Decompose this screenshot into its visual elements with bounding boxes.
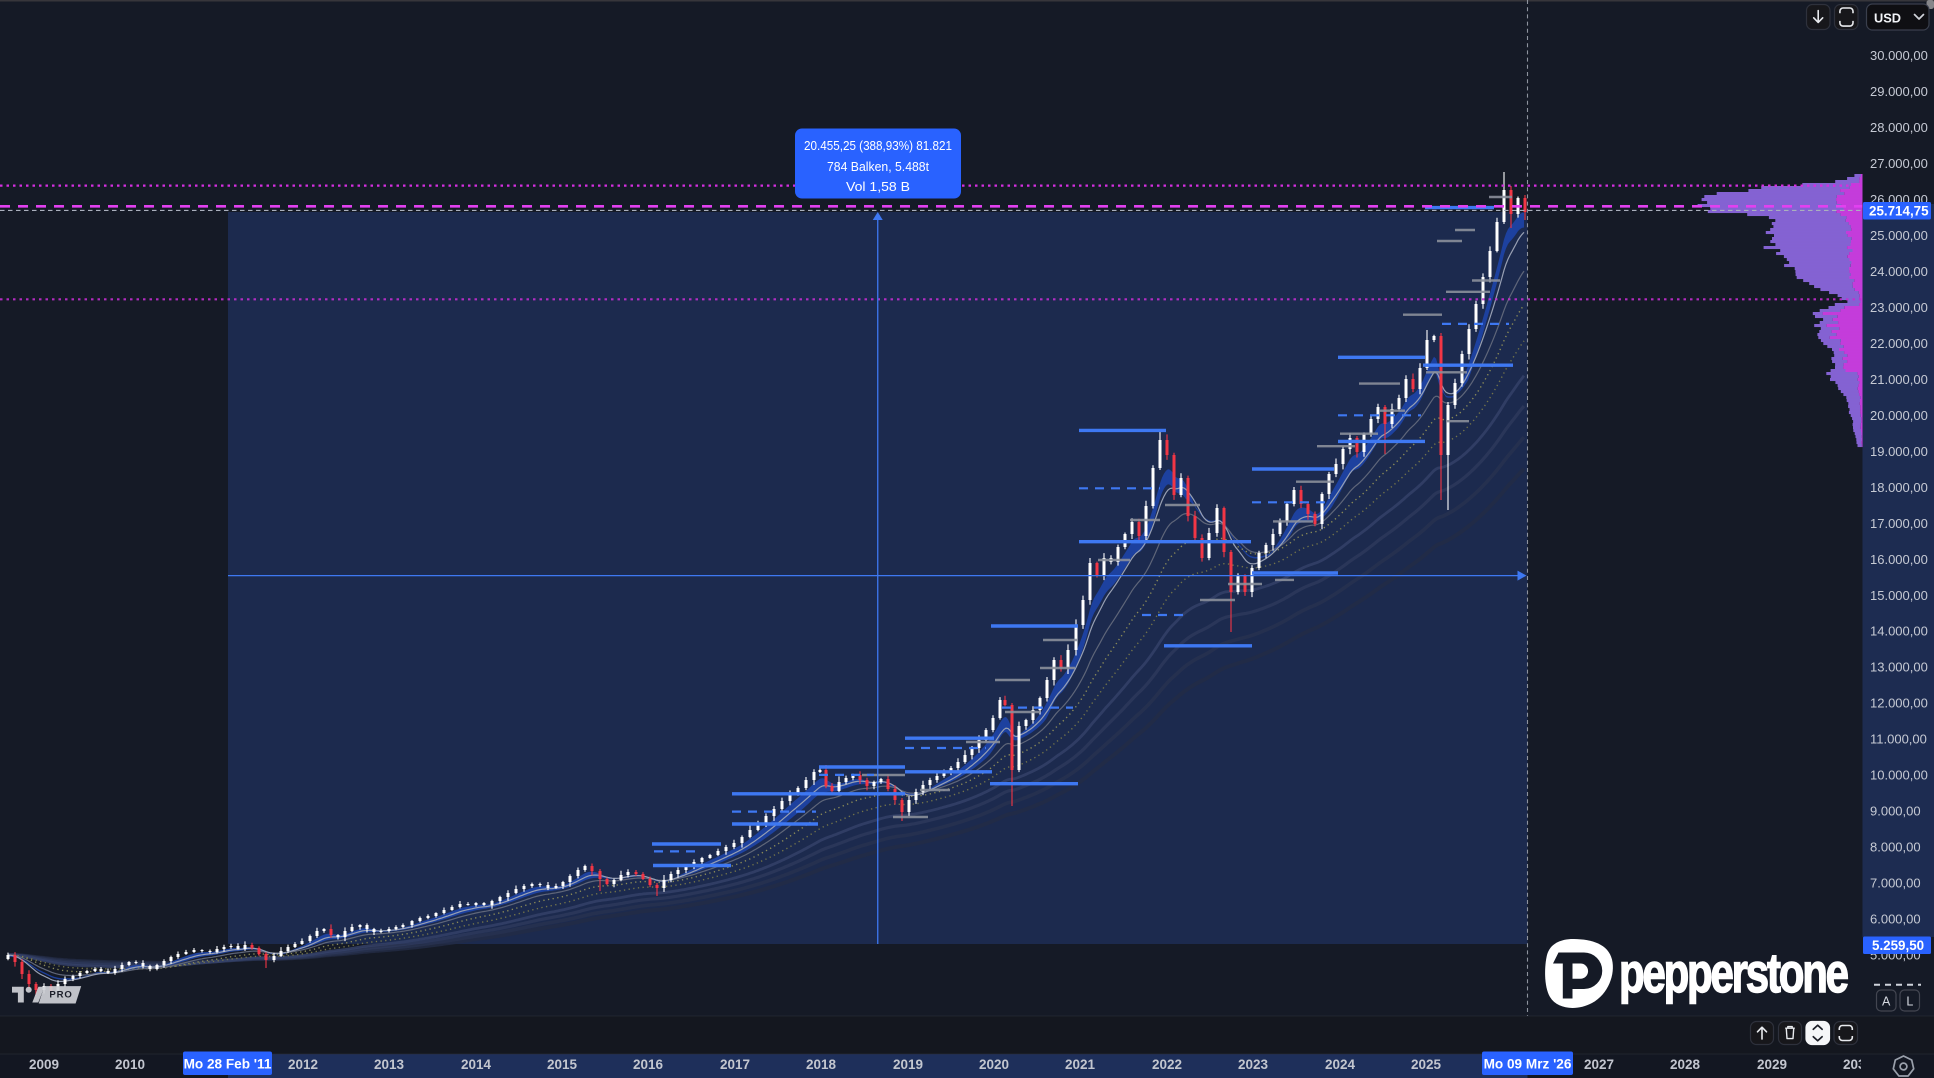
svg-text:27.000,00: 27.000,00 (1870, 156, 1928, 171)
svg-text:9.000,00: 9.000,00 (1870, 804, 1921, 819)
svg-text:11.000,00: 11.000,00 (1870, 732, 1927, 747)
svg-text:22.000,00: 22.000,00 (1870, 336, 1928, 351)
svg-text:23.000,00: 23.000,00 (1870, 300, 1928, 315)
svg-text:Mo 09 Mrz '26: Mo 09 Mrz '26 (1484, 1057, 1572, 1072)
svg-text:2010: 2010 (115, 1057, 145, 1072)
svg-text:5.259,50: 5.259,50 (1872, 938, 1924, 953)
svg-text:20.455,25 (388,93%) 81.821: 20.455,25 (388,93%) 81.821 (804, 138, 952, 153)
svg-text:2021: 2021 (1065, 1057, 1096, 1072)
svg-text:Vol 1,58 B: Vol 1,58 B (846, 179, 910, 194)
svg-text:12.000,00: 12.000,00 (1870, 696, 1928, 711)
svg-text:2022: 2022 (1152, 1057, 1182, 1072)
svg-text:L: L (1906, 995, 1913, 1009)
svg-text:30.000,00: 30.000,00 (1870, 48, 1928, 63)
svg-text:PRO: PRO (49, 990, 72, 1001)
svg-text:13.000,00: 13.000,00 (1870, 660, 1928, 675)
svg-text:USD: USD (1874, 11, 1901, 26)
svg-text:2012: 2012 (288, 1057, 318, 1072)
svg-text:25.714,75: 25.714,75 (1869, 204, 1929, 219)
svg-text:10.000,00: 10.000,00 (1870, 768, 1928, 783)
svg-text:2024: 2024 (1325, 1057, 1356, 1072)
svg-text:7.000,00: 7.000,00 (1870, 876, 1921, 891)
svg-text:2019: 2019 (893, 1057, 923, 1072)
svg-text:20.000,00: 20.000,00 (1870, 408, 1928, 423)
svg-text:8.000,00: 8.000,00 (1870, 840, 1921, 855)
svg-text:15.000,00: 15.000,00 (1870, 588, 1928, 603)
svg-text:21.000,00: 21.000,00 (1870, 372, 1928, 387)
svg-text:18.000,00: 18.000,00 (1870, 480, 1928, 495)
svg-text:2017: 2017 (720, 1057, 750, 1072)
svg-text:19.000,00: 19.000,00 (1870, 444, 1928, 459)
svg-text:Mo 28 Feb '11: Mo 28 Feb '11 (184, 1057, 272, 1072)
svg-text:2013: 2013 (374, 1057, 405, 1072)
svg-text:2020: 2020 (979, 1057, 1009, 1072)
svg-text:16.000,00: 16.000,00 (1870, 552, 1928, 567)
svg-text:2027: 2027 (1584, 1057, 1614, 1072)
svg-text:17.000,00: 17.000,00 (1870, 516, 1928, 531)
svg-text:2028: 2028 (1670, 1057, 1701, 1072)
svg-text:pepperstone: pepperstone (1619, 942, 1848, 1004)
svg-text:25.000,00: 25.000,00 (1870, 228, 1928, 243)
svg-text:A: A (1882, 995, 1891, 1009)
svg-text:2029: 2029 (1757, 1057, 1787, 1072)
svg-text:2030: 2030 (1843, 1057, 1873, 1072)
svg-text:2015: 2015 (547, 1057, 578, 1072)
svg-text:2009: 2009 (29, 1057, 59, 1072)
svg-text:2025: 2025 (1411, 1057, 1442, 1072)
svg-text:2014: 2014 (461, 1057, 492, 1072)
svg-text:29.000,00: 29.000,00 (1870, 84, 1928, 99)
svg-text:2018: 2018 (806, 1057, 837, 1072)
svg-text:28.000,00: 28.000,00 (1870, 120, 1928, 135)
svg-text:6.000,00: 6.000,00 (1870, 912, 1921, 927)
svg-text:24.000,00: 24.000,00 (1870, 264, 1928, 279)
svg-text:784 Balken, 5.488t: 784 Balken, 5.488t (827, 159, 929, 174)
svg-text:2016: 2016 (633, 1057, 664, 1072)
svg-text:14.000,00: 14.000,00 (1870, 624, 1928, 639)
svg-text:2023: 2023 (1238, 1057, 1269, 1072)
